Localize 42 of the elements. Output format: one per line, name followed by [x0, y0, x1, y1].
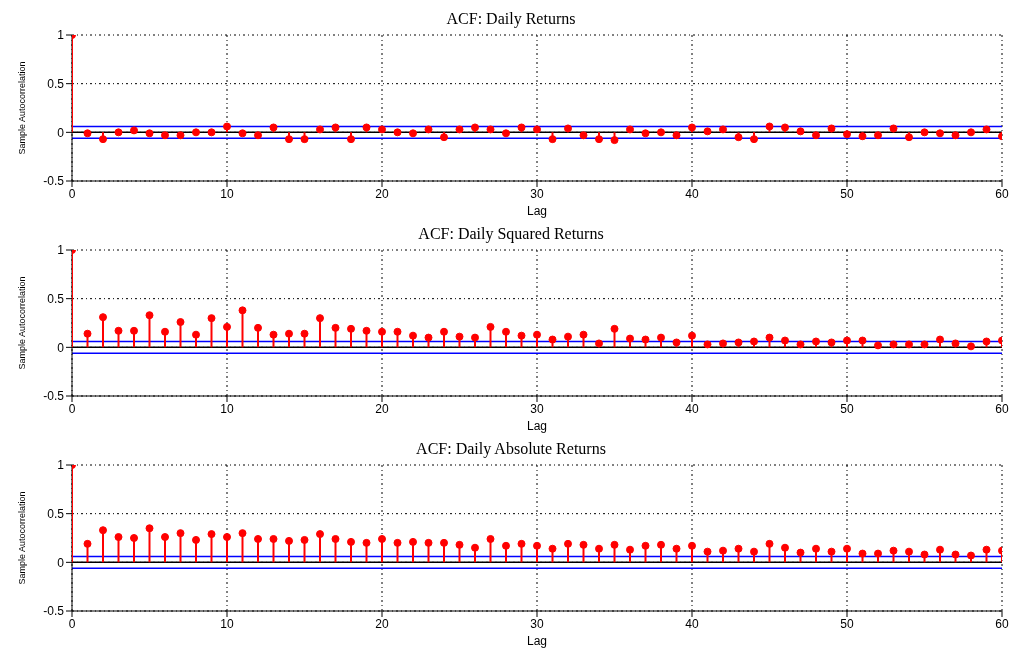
y-tick-label: 0.5 [47, 76, 65, 91]
x-tick-label: 30 [530, 401, 544, 416]
y-tick-label: -0.5 [43, 174, 65, 189]
y-tick-label: 1 [57, 458, 65, 473]
x-tick-label: 60 [995, 186, 1009, 201]
x-axis-title: Lag [526, 204, 548, 218]
x-tick-label: 30 [530, 186, 544, 201]
x-axis-title: Lag [526, 634, 548, 648]
x-tick-label: 40 [685, 616, 699, 631]
chart-title: ACF: Daily Absolute Returns [415, 439, 607, 459]
x-tick-label: 40 [685, 186, 699, 201]
y-tick-label: 0.5 [47, 291, 65, 306]
y-tick-label: 1 [57, 28, 65, 43]
x-tick-label: 0 [68, 401, 76, 416]
x-tick-label: 20 [375, 616, 389, 631]
y-tick-label: 0 [57, 340, 65, 355]
x-tick-label: 30 [530, 616, 544, 631]
y-axis-title: Sample Autocorrelation [17, 61, 28, 155]
y-tick-label: 0 [57, 125, 65, 140]
y-tick-label: -0.5 [43, 604, 65, 619]
y-axis-title: Sample Autocorrelation [17, 491, 28, 585]
x-tick-label: 50 [840, 401, 854, 416]
x-tick-label: 10 [220, 616, 234, 631]
x-tick-label: 0 [68, 616, 76, 631]
y-tick-label: -0.5 [43, 389, 65, 404]
x-axis-title: Lag [526, 419, 548, 433]
x-tick-label: 50 [840, 616, 854, 631]
y-axis-title: Sample Autocorrelation [17, 276, 28, 370]
x-tick-label: 40 [685, 401, 699, 416]
x-tick-label: 10 [220, 401, 234, 416]
x-tick-label: 60 [995, 616, 1009, 631]
y-tick-label: 0.5 [47, 506, 65, 521]
chart-title: ACF: Daily Returns [445, 9, 577, 29]
x-tick-label: 20 [375, 401, 389, 416]
x-tick-label: 50 [840, 186, 854, 201]
chart-title: ACF: Daily Squared Returns [417, 224, 605, 244]
x-tick-label: 10 [220, 186, 234, 201]
x-tick-label: 0 [68, 186, 76, 201]
y-tick-label: 0 [57, 555, 65, 570]
x-tick-label: 20 [375, 186, 389, 201]
x-tick-label: 60 [995, 401, 1009, 416]
y-tick-label: 1 [57, 243, 65, 258]
